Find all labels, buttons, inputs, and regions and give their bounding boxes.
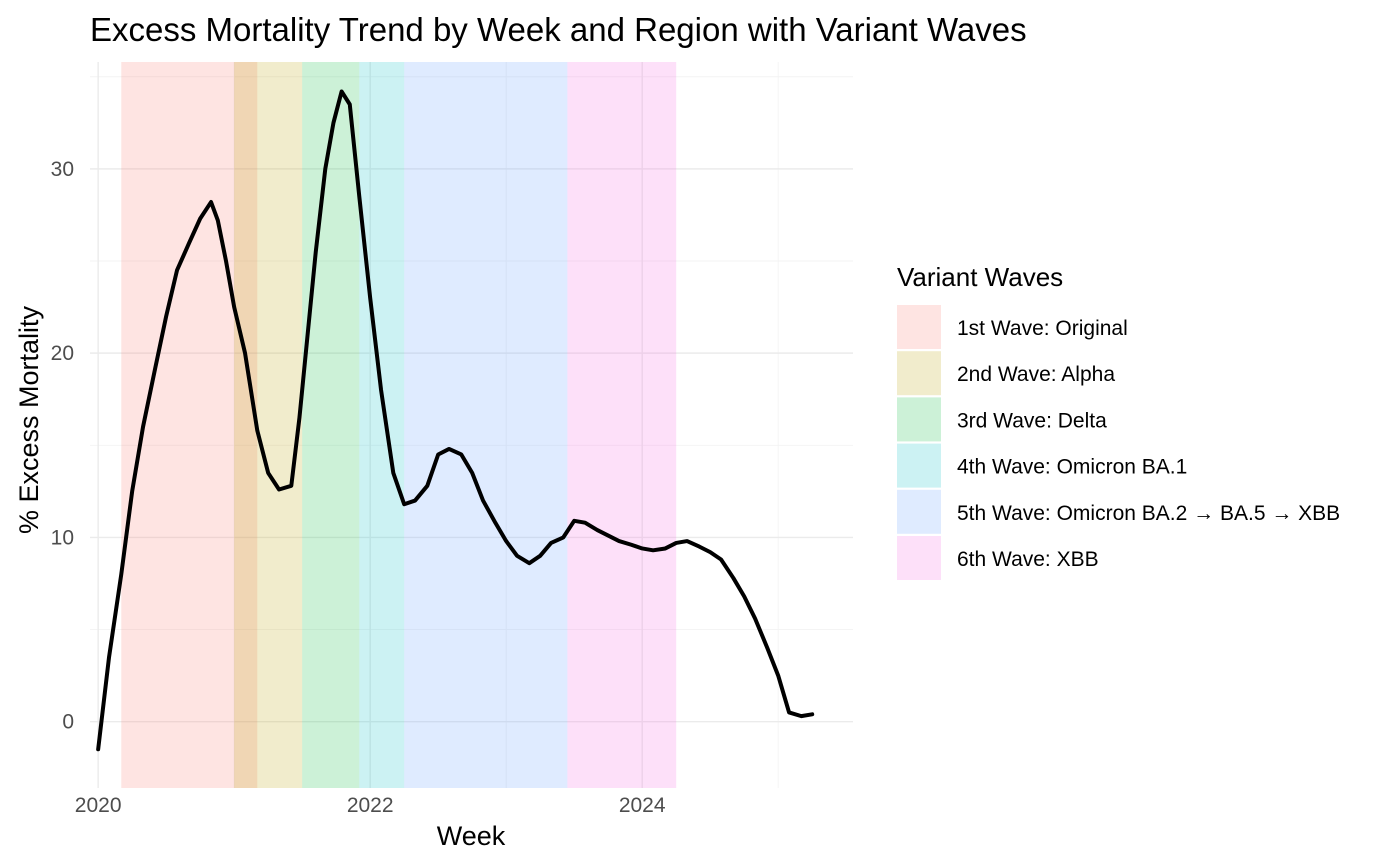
x-axis-title: Week [437,821,506,851]
legend-label-6: 6th Wave: XBB [957,548,1099,571]
legend-title: Variant Waves [897,262,1063,292]
excess-mortality-line [96,89,815,752]
legend-swatch-6 [897,536,941,580]
x-tick-labels: 2020 2022 2024 [75,794,666,817]
legend-swatch-2 [897,351,941,396]
legend-label-4: 4th Wave: Omicron BA.1 [957,456,1187,479]
legend-label-3: 3rd Wave: Delta [957,409,1107,432]
y-tick-label: 0 [62,711,74,734]
x-tick-label: 2020 [75,794,122,817]
wave-band-6 [567,62,677,788]
chart-title: Excess Mortality Trend by Week and Regio… [90,11,1027,48]
legend-swatch-5 [897,489,941,534]
x-tick-label: 2022 [347,794,394,817]
legend-swatch-3 [897,397,941,442]
wave-band-5 [404,62,568,788]
wave-band-3 [302,62,360,788]
major-gridlines [90,62,853,788]
wave-band-4 [359,62,405,788]
y-tick-labels: 0 10 20 30 [51,158,74,734]
y-tick-label: 30 [51,158,74,181]
variant-wave-bands [121,62,677,788]
y-tick-label: 10 [51,526,74,549]
y-tick-label: 20 [51,342,74,365]
wave-band-2 [234,62,303,788]
legend-label-2: 2nd Wave: Alpha [957,363,1115,386]
legend-swatch-4 [897,443,941,488]
legend-label-5: 5th Wave: Omicron BA.2 → BA.5 → XBB [957,502,1340,525]
x-tick-label: 2024 [619,794,666,817]
legend-items: 1st Wave: Original 2nd Wave: Alpha 3rd Wav… [897,305,1340,580]
legend-label-1: 1st Wave: Original [957,317,1128,340]
legend: Variant Waves 1st Wave: Original 2nd Wave… [897,262,1340,580]
legend-swatch-1 [897,305,941,349]
minor-gridlines [90,62,853,788]
y-axis-title: % Excess Mortality [14,305,44,534]
